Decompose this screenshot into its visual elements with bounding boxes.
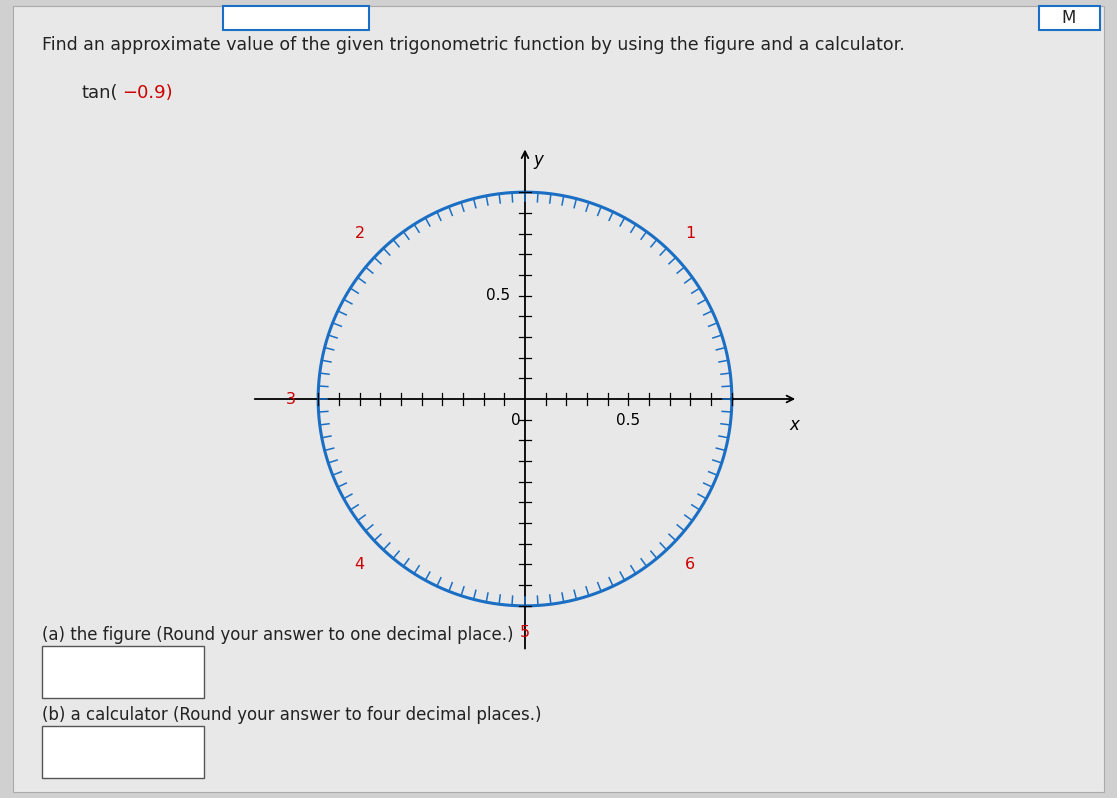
Text: (b) a calculator (Round your answer to four decimal places.): (b) a calculator (Round your answer to f…: [42, 706, 542, 725]
FancyBboxPatch shape: [42, 646, 204, 698]
Text: 0.5: 0.5: [617, 413, 640, 429]
Text: 5: 5: [519, 626, 529, 640]
Text: 0.5: 0.5: [486, 288, 510, 303]
Text: y: y: [533, 151, 543, 169]
Text: 1: 1: [685, 227, 696, 241]
Text: Find an approximate value of the given trigonometric function by using the figur: Find an approximate value of the given t…: [42, 36, 905, 54]
Text: tan(: tan(: [82, 84, 118, 102]
Text: 4: 4: [355, 557, 365, 572]
Text: (a) the figure (Round your answer to one decimal place.): (a) the figure (Round your answer to one…: [42, 626, 514, 645]
Text: x: x: [789, 416, 799, 433]
Text: 2: 2: [355, 226, 365, 241]
Text: 0: 0: [510, 413, 521, 429]
FancyBboxPatch shape: [223, 6, 369, 30]
Text: M: M: [1062, 10, 1076, 27]
FancyBboxPatch shape: [13, 6, 1104, 792]
FancyBboxPatch shape: [42, 726, 204, 778]
Text: −0.9): −0.9): [122, 84, 172, 102]
Text: 3: 3: [286, 392, 296, 407]
Text: 6: 6: [685, 557, 696, 571]
FancyBboxPatch shape: [1039, 6, 1100, 30]
